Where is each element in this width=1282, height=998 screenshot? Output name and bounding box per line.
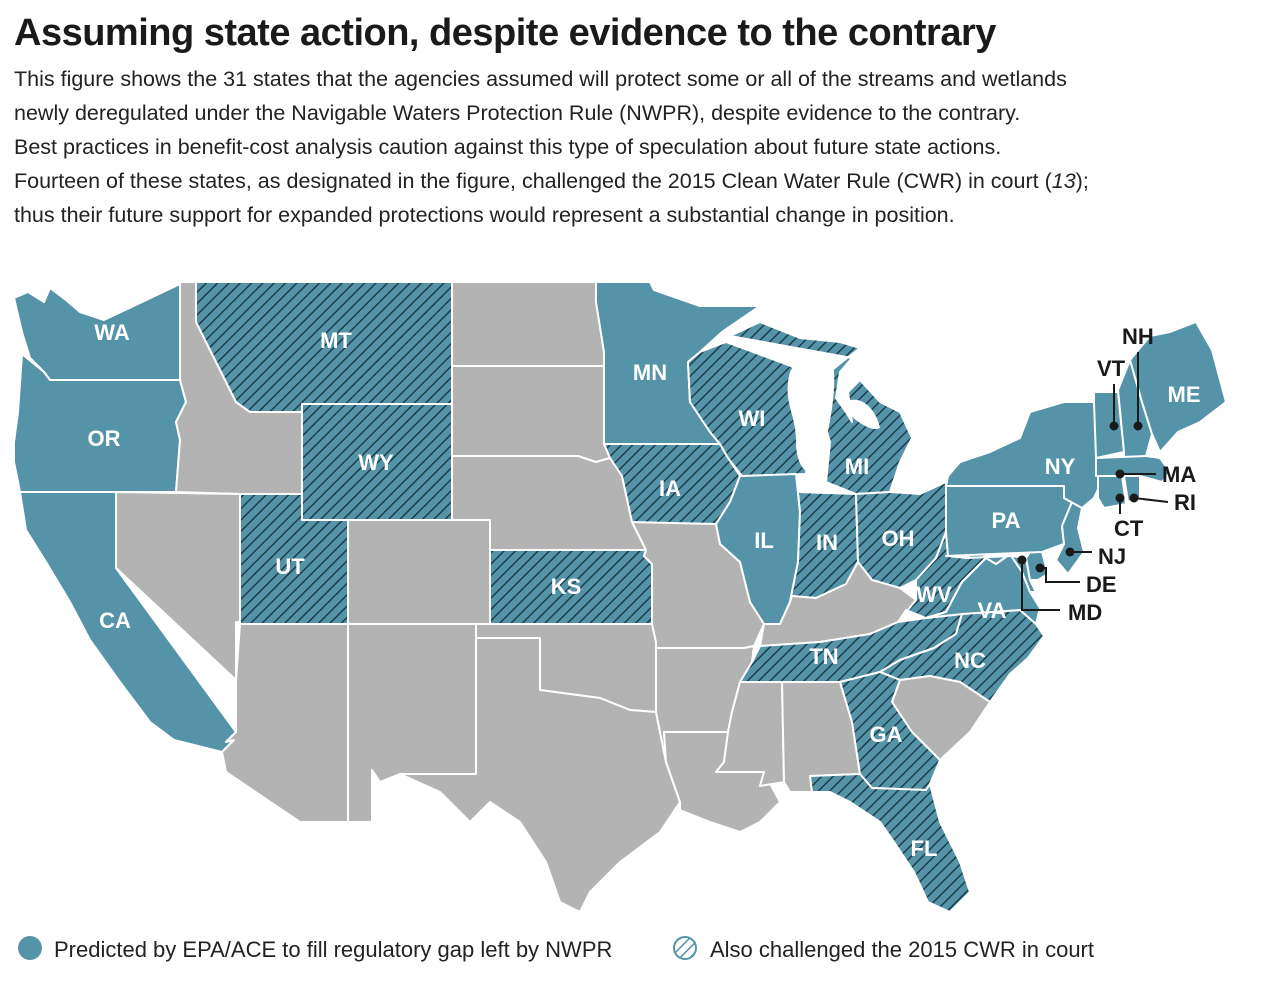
leader-de (1040, 567, 1080, 583)
state-labels: WA OR CA MT WY UT KS MN IA WI MI IL IN O… (88, 320, 1201, 861)
label-or: OR (88, 426, 121, 451)
state-fl (809, 773, 971, 913)
description-line: Best practices in benefit-cost analysis … (14, 135, 1002, 159)
leader-ri (1133, 497, 1169, 503)
label-tn: TN (809, 644, 838, 669)
leader-dot-ma (1115, 469, 1125, 479)
leader-dot-de (1035, 563, 1045, 573)
great-lakes (787, 355, 880, 475)
label-wi: WI (739, 406, 766, 431)
state-nj (1055, 497, 1085, 575)
label-wy: WY (358, 450, 394, 475)
legend-predicted: Predicted by EPA/ACE to fill regulatory … (18, 932, 612, 968)
label-nc: NC (954, 648, 986, 673)
description-text: ); (1075, 169, 1089, 193)
label-ma: MA (1162, 462, 1196, 487)
label-ia: IA (659, 476, 681, 501)
state-tx (399, 637, 681, 913)
state-nd (451, 281, 605, 367)
us-states-map: WA OR CA MT WY UT KS MN IA WI MI IL IN O… (13, 281, 1227, 913)
description-line: thus their future support for expanded p… (14, 203, 955, 227)
leader-dot-ri (1129, 493, 1139, 503)
leader-dot-ct (1115, 493, 1125, 503)
state-ca (19, 491, 237, 753)
figure-description: This figure shows the 31 states that the… (14, 62, 1274, 232)
label-ks: KS (551, 574, 582, 599)
state-me (1129, 321, 1227, 453)
label-de: DE (1086, 572, 1117, 597)
label-me: ME (1168, 382, 1201, 407)
label-wa: WA (94, 320, 130, 345)
label-wv: WV (916, 582, 952, 607)
legend-predicted-label: Predicted by EPA/ACE to fill regulatory … (54, 937, 613, 962)
figure-title: Assuming state action, despite evidence … (14, 12, 996, 54)
leader-dot-nh (1133, 421, 1143, 431)
label-oh: OH (882, 526, 915, 551)
label-mt: MT (320, 328, 352, 353)
label-ri: RI (1174, 490, 1196, 515)
leader-dot-nj (1065, 547, 1075, 557)
label-in: IN (816, 530, 838, 555)
state-az (221, 623, 349, 823)
legend-swatch-solid (18, 936, 42, 961)
reference-number: 13 (1051, 169, 1076, 193)
label-ut: UT (275, 554, 305, 579)
leader-dot-vt (1109, 421, 1119, 431)
legend-challenged-label: Also challenged the 2015 CWR in court (710, 937, 1094, 962)
description-line: newly deregulated under the Navigable Wa… (14, 101, 1021, 125)
label-il: IL (754, 528, 774, 553)
label-ga: GA (870, 722, 903, 747)
label-pa: PA (992, 508, 1021, 533)
label-vt: VT (1097, 356, 1126, 381)
label-ny: NY (1045, 454, 1076, 479)
label-nj: NJ (1098, 544, 1126, 569)
legend-challenged: Also challenged the 2015 CWR in court (672, 932, 1094, 968)
state-ga (839, 671, 941, 791)
label-mn: MN (633, 360, 667, 385)
label-va: VA (978, 598, 1007, 623)
leader-dot-md (1017, 555, 1027, 565)
label-fl: FL (911, 836, 938, 861)
label-nh: NH (1122, 324, 1154, 349)
description-line: This figure shows the 31 states that the… (14, 67, 1067, 91)
label-md: MD (1068, 600, 1102, 625)
state-co (347, 519, 491, 625)
label-ca: CA (99, 608, 131, 633)
leader-md (1021, 560, 1060, 611)
state-sd (451, 365, 611, 463)
label-mi: MI (845, 454, 869, 479)
leader-lines (1017, 352, 1169, 611)
label-ct: CT (1114, 516, 1144, 541)
description-text: Fourteen of these states, as designated … (14, 169, 1052, 193)
state-ct (1097, 475, 1127, 509)
legend-swatch-hatched (673, 936, 697, 961)
description-line: Fourteen of these states, as designated … (14, 164, 1274, 198)
